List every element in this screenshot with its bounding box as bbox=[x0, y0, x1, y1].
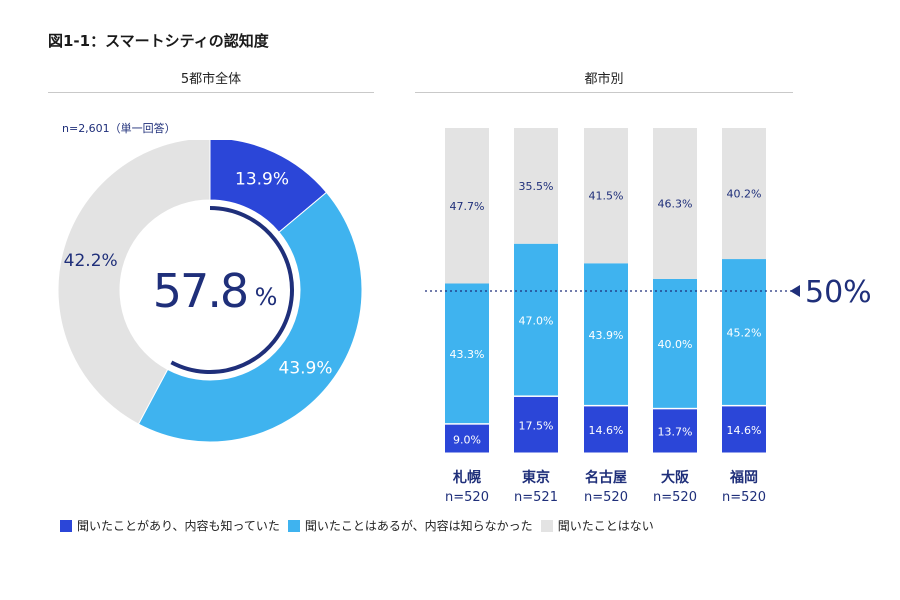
center-value: 57.8 bbox=[153, 264, 247, 318]
legend-item: 聞いたことはあるが、内容は知らなかった bbox=[287, 517, 533, 534]
bar-segment bbox=[445, 424, 489, 453]
legend-label: 聞いたことがあり、内容も知っていた bbox=[77, 519, 280, 533]
donut-section-divider bbox=[48, 92, 374, 93]
sample-note: n=2,601（単一回答） bbox=[62, 122, 176, 135]
bar-segment-label: 46.3% bbox=[658, 197, 693, 210]
stacked-bar-chart: 9.0% 43.3% 47.7% 札幌 n=520 17.5% 47.0% 35.5% 東京 n=… bbox=[425, 128, 872, 505]
bar-segment bbox=[722, 128, 766, 260]
bar-segment bbox=[584, 406, 628, 453]
bar-segment bbox=[514, 243, 558, 396]
bar-segment bbox=[514, 128, 558, 244]
sample-size-label: n=520 bbox=[653, 490, 697, 505]
donut-slice-label: 42.2% bbox=[64, 251, 118, 271]
bar-segment bbox=[653, 409, 697, 453]
bar-segment bbox=[653, 128, 697, 279]
bar-segment-label: 40.0% bbox=[658, 338, 693, 351]
bar-section-title: 都市別 bbox=[584, 72, 624, 87]
bar-segment-label: 43.3% bbox=[450, 348, 485, 361]
sample-size-label: n=520 bbox=[722, 490, 766, 505]
bar-segment bbox=[584, 128, 628, 264]
sample-size-label: n=520 bbox=[445, 490, 489, 505]
bar-segment-label: 17.5% bbox=[519, 419, 554, 432]
bar-segment-label: 41.5% bbox=[589, 190, 624, 203]
reference-line-label: 50% bbox=[805, 275, 872, 310]
bar-segment bbox=[514, 396, 558, 453]
category-label: 名古屋 bbox=[585, 469, 627, 486]
donut-slice-label: 13.9% bbox=[235, 170, 289, 190]
bar-segment bbox=[653, 278, 697, 408]
bar-segment-label: 43.9% bbox=[589, 329, 624, 342]
category-label: 福岡 bbox=[729, 469, 758, 486]
center-unit: % bbox=[255, 283, 278, 311]
bar-segment-label: 47.0% bbox=[519, 314, 554, 327]
bar-segment-label: 47.7% bbox=[450, 200, 485, 213]
bar-segment-label: 14.6% bbox=[589, 424, 624, 437]
legend-swatch bbox=[60, 519, 72, 532]
legend-item: 聞いたことがあり、内容も知っていた bbox=[60, 517, 280, 534]
donut-slice-label: 43.9% bbox=[279, 359, 333, 379]
awareness-ring bbox=[170, 206, 294, 374]
bar-segment bbox=[722, 406, 766, 453]
sample-size-label: n=521 bbox=[514, 490, 558, 505]
reference-marker-icon bbox=[790, 285, 800, 297]
bar-segment-label: 9.0% bbox=[453, 433, 481, 446]
legend-label: 聞いたことはあるが、内容は知らなかった bbox=[304, 519, 533, 533]
bar-segment bbox=[584, 263, 628, 405]
bar-segment bbox=[445, 283, 489, 424]
bar-segment bbox=[445, 128, 489, 284]
bar-segment bbox=[722, 259, 766, 405]
donut-slice bbox=[137, 191, 363, 443]
legend-swatch bbox=[540, 519, 553, 532]
category-label: 札幌 bbox=[452, 469, 481, 486]
figure-title: 図1-1：スマートシティの認知度 bbox=[48, 32, 269, 50]
bar-segment-label: 45.2% bbox=[727, 327, 762, 340]
bar-segment-label: 13.7% bbox=[658, 426, 693, 439]
category-label: 大阪 bbox=[661, 469, 690, 486]
legend-item: 聞いたことはない bbox=[540, 517, 654, 534]
donut-chart: 13.9% 43.9% 42.2% 57.8% bbox=[57, 140, 363, 443]
legend-swatch bbox=[287, 519, 300, 532]
bar-segment-label: 14.6% bbox=[727, 424, 762, 437]
bar-segment-label: 40.2% bbox=[727, 188, 762, 201]
donut-section-title: 5都市全体 bbox=[180, 72, 242, 87]
bar-section-divider bbox=[415, 92, 793, 93]
donut-slice bbox=[57, 140, 211, 425]
legend-label: 聞いたことはない bbox=[557, 519, 654, 533]
sample-size-label: n=520 bbox=[584, 490, 628, 505]
bar-segment-label: 35.5% bbox=[519, 180, 554, 193]
category-label: 東京 bbox=[522, 469, 550, 486]
legend: 聞いたことがあり、内容も知っていた 聞いたことはあるが、内容は知らなかった 聞い… bbox=[60, 517, 662, 534]
